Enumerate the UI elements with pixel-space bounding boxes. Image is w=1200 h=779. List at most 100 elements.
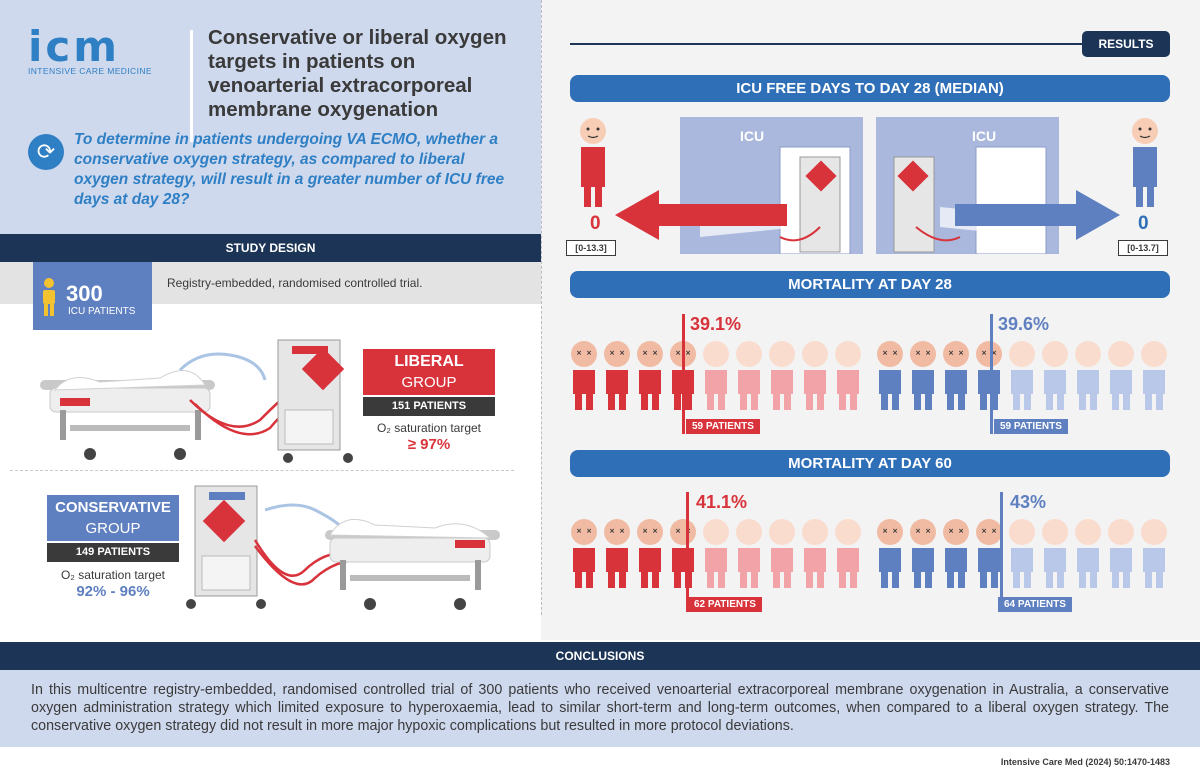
- person-icon: [1009, 341, 1035, 410]
- person-icon: [703, 519, 729, 588]
- deceased-person-icon: ××: [910, 341, 936, 410]
- deceased-person-icon: ××: [910, 519, 936, 588]
- icu-room-label: ICU: [740, 128, 765, 144]
- svg-text:×: ×: [642, 349, 648, 357]
- svg-text:×: ×: [981, 527, 987, 535]
- svg-text:×: ×: [948, 349, 954, 357]
- mortality-marker: [1000, 492, 1003, 612]
- person-icon: [802, 341, 828, 410]
- svg-text:×: ×: [925, 527, 931, 535]
- deceased-person-icon: ××: [571, 519, 597, 588]
- svg-text:×: ×: [948, 527, 954, 535]
- icu-free-days-heading: ICU FREE DAYS TO DAY 28 (MEDIAN): [570, 75, 1170, 102]
- conservative-mortality-day28-pct: 39.6%: [998, 314, 1050, 334]
- ecmo-machine-icon: [277, 339, 353, 463]
- deceased-person-icon: ××: [877, 341, 903, 410]
- mortality-marker: [990, 314, 993, 434]
- person-icon: [1141, 519, 1167, 588]
- objective-text: To determine in patients undergoing VA E…: [74, 131, 505, 208]
- deceased-person-icon: ××: [670, 519, 696, 588]
- svg-text:×: ×: [576, 349, 582, 357]
- svg-text:×: ×: [991, 527, 997, 535]
- person-icon: [1141, 341, 1167, 410]
- svg-text:×: ×: [882, 349, 888, 357]
- svg-text:×: ×: [642, 527, 648, 535]
- liberal-mortality-day60-pct: 41.1%: [696, 492, 748, 512]
- conservative-icu-free-iqr: [0-13.7]: [1118, 240, 1168, 256]
- deceased-person-icon: ××: [943, 519, 969, 588]
- svg-text:×: ×: [586, 349, 592, 357]
- deceased-person-icon: ××: [571, 341, 597, 410]
- svg-text:×: ×: [958, 349, 964, 357]
- ecmo-machine-icon: [186, 485, 266, 609]
- mortality-day28-heading: MORTALITY AT DAY 28: [570, 271, 1170, 298]
- svg-text:×: ×: [892, 349, 898, 357]
- liberal-group-name: LIBERAL: [394, 353, 464, 370]
- hospital-bed-icon: [325, 518, 500, 610]
- conservative-target-label: O₂ saturation target: [60, 568, 166, 582]
- liberal-icu-free-days: 0: [590, 213, 601, 234]
- liberal-target-label: O₂ saturation target: [376, 421, 482, 435]
- column-divider: [541, 0, 542, 615]
- liberal-group-label: LIBERAL GROUP: [363, 349, 495, 395]
- liberal-patient-count: 151 PATIENTS: [363, 397, 495, 416]
- liberal-target-value: ≥ 97%: [407, 436, 451, 453]
- svg-text:×: ×: [675, 349, 681, 357]
- results-heading: RESULTS: [1082, 31, 1170, 57]
- svg-text:×: ×: [991, 349, 997, 357]
- conservative-group-label: CONSERVATIVE GROUP: [47, 495, 179, 541]
- icu-room-label: ICU: [972, 128, 997, 144]
- liberal-person-icon: [580, 118, 606, 207]
- deceased-person-icon: ××: [976, 519, 1002, 588]
- person-icon: [1108, 519, 1134, 588]
- svg-text:×: ×: [586, 527, 592, 535]
- mortality-marker: [682, 314, 685, 434]
- person-icon: [1108, 341, 1134, 410]
- person-icon: [1075, 341, 1101, 410]
- conservative-ecmo-illustration: [186, 485, 500, 610]
- deceased-person-icon: ××: [943, 341, 969, 410]
- patients-total-label: ICU PATIENTS: [68, 306, 136, 317]
- person-icon: [43, 278, 55, 316]
- conservative-group-word: GROUP: [85, 520, 141, 537]
- deceased-person-icon: ××: [637, 341, 663, 410]
- icm-logo-subtitle: INTENSIVE CARE MEDICINE: [28, 66, 152, 76]
- deceased-person-icon: ××: [976, 341, 1002, 410]
- person-icon: [769, 341, 795, 410]
- liberal-mortality-day60-patients: 62 PATIENTS: [688, 597, 762, 612]
- person-icon: [835, 341, 861, 410]
- study-design-heading: STUDY DESIGN: [0, 234, 541, 262]
- conservative-mortality-day28-patients: 59 PATIENTS: [994, 419, 1068, 434]
- svg-text:×: ×: [892, 527, 898, 535]
- person-icon: [769, 519, 795, 588]
- conclusions-heading: CONCLUSIONS: [0, 642, 1200, 670]
- conservative-group-name: CONSERVATIVE: [55, 499, 171, 516]
- liberal-group-word: GROUP: [401, 374, 457, 391]
- person-icon: [1042, 341, 1068, 410]
- svg-text:×: ×: [685, 349, 691, 357]
- deceased-person-icon: ××: [637, 519, 663, 588]
- arrow-left-icon: [615, 190, 787, 240]
- study-design-description: Registry-embedded, randomised controlled…: [167, 276, 423, 290]
- mortality-day28-conservative-pictogram: × × × × × × × ×: [877, 341, 1167, 410]
- svg-text:×: ×: [915, 349, 921, 357]
- person-icon: [835, 519, 861, 588]
- conservative-target-value: 92% - 96%: [76, 583, 150, 600]
- person-icon: [1009, 519, 1035, 588]
- svg-text:×: ×: [619, 527, 625, 535]
- svg-text:×: ×: [675, 527, 681, 535]
- patients-total-number: 300: [66, 281, 103, 306]
- mortality-day60-heading: MORTALITY AT DAY 60: [570, 450, 1170, 477]
- svg-text:×: ×: [925, 349, 931, 357]
- arrow-right-icon: [955, 190, 1120, 240]
- svg-text:×: ×: [619, 349, 625, 357]
- svg-text:×: ×: [576, 527, 582, 535]
- mortality-marker: [686, 492, 689, 612]
- deceased-person-icon: ××: [604, 341, 630, 410]
- conclusions-text: In this multicentre registry-embedded, r…: [31, 682, 1169, 734]
- liberal-ecmo-illustration: [40, 339, 353, 463]
- deceased-person-icon: ××: [670, 341, 696, 410]
- conservative-mortality-day60-pct: 43%: [1010, 492, 1047, 512]
- deceased-person-icon: ××: [604, 519, 630, 588]
- citation: Intensive Care Med (2024) 50:1470-1483: [1000, 757, 1170, 767]
